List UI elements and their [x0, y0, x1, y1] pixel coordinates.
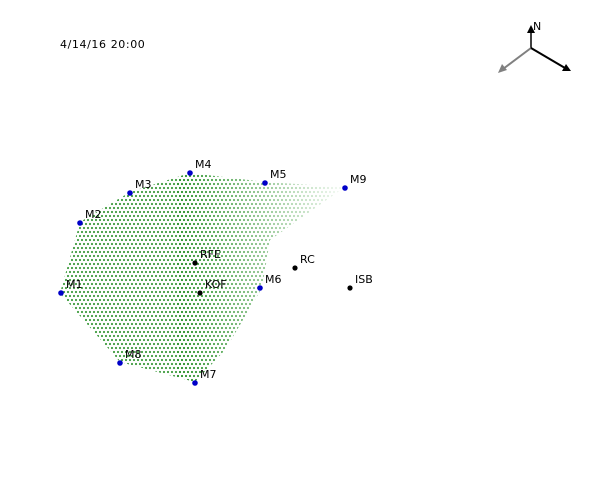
station-rc[interactable]: RC: [292, 253, 315, 271]
station-m9[interactable]: M9: [342, 173, 366, 191]
station-m8[interactable]: M8: [117, 348, 141, 366]
station-label-m5: M5: [270, 168, 287, 181]
station-label-m8: M8: [125, 348, 142, 361]
station-label-m1: M1: [66, 278, 83, 291]
station-m7[interactable]: M7: [192, 368, 216, 386]
station-label-m9: M9: [350, 173, 367, 186]
compass-arrows-icon: N: [498, 20, 571, 73]
compass-north-label: N: [533, 20, 541, 33]
station-label-rc: RC: [300, 253, 315, 266]
station-label-isb: ISB: [355, 273, 373, 286]
station-label-m2: M2: [85, 208, 102, 221]
station-m1[interactable]: M1: [58, 278, 82, 296]
station-label-kof: KOF: [205, 278, 227, 291]
station-label-rfe: RFE: [200, 248, 221, 261]
station-label-m4: M4: [195, 158, 212, 171]
station-label-m3: M3: [135, 178, 152, 191]
station-rfe[interactable]: RFE: [192, 248, 221, 266]
concentration-field: [57, 171, 349, 385]
station-isb[interactable]: ISB: [347, 273, 372, 291]
station-m4[interactable]: M4: [187, 158, 211, 176]
station-label-m6: M6: [265, 273, 282, 286]
station-label-m7: M7: [200, 368, 217, 381]
station-m3[interactable]: M3: [127, 178, 151, 196]
